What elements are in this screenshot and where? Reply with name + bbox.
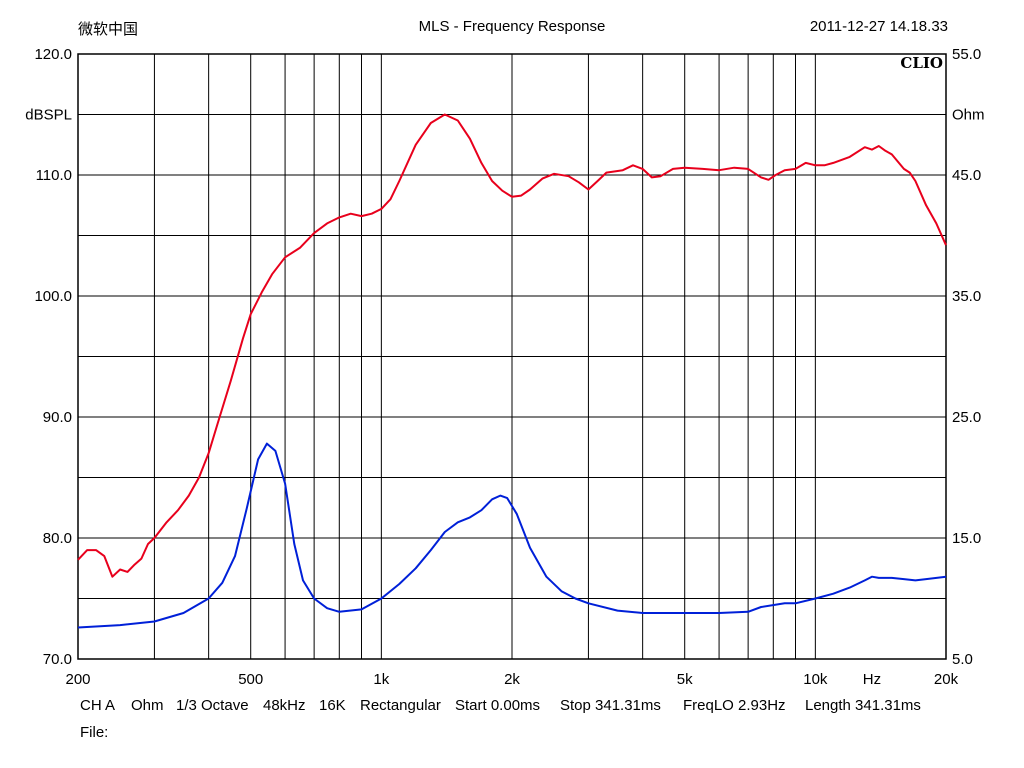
- y-tick-label-left: 110.0: [36, 167, 72, 184]
- x-tick-label: 1k: [373, 671, 389, 688]
- settings-item: 1/3 Octave: [176, 697, 249, 714]
- x-tick-label: 500: [238, 671, 263, 688]
- settings-item: Length 341.31ms: [805, 697, 921, 714]
- x-tick-label: 2k: [504, 671, 520, 688]
- settings-item: Ohm: [131, 697, 164, 714]
- y-tick-label-right: 35.0: [952, 288, 981, 305]
- y-tick-label-right: 25.0: [952, 409, 981, 426]
- settings-item: 48kHz: [263, 697, 306, 714]
- settings-item: Start 0.00ms: [455, 697, 541, 714]
- settings-item: CH A: [80, 697, 116, 714]
- settings-item: 16K: [319, 697, 346, 714]
- x-tick-label: 10k: [803, 671, 828, 688]
- settings-item: Stop 341.31ms: [560, 697, 661, 714]
- spl-curve: [77, 113, 947, 578]
- x-tick-label: 5k: [677, 671, 693, 688]
- y-tick-label-left: 90.0: [43, 409, 72, 426]
- impedance-curve: [77, 442, 947, 629]
- y-tick-label-left: 120.0: [34, 46, 72, 63]
- file-label: File:: [80, 724, 109, 741]
- y-tick-label-right: 15.0: [952, 530, 981, 547]
- y-tick-label-right: 5.0: [952, 651, 973, 668]
- header-datetime: 2011-12-27 14.18.33: [809, 18, 948, 35]
- y-tick-label-left: 70.0: [43, 651, 72, 668]
- settings-item: Rectangular: [360, 697, 441, 714]
- settings-item: FreqLO 2.93Hz: [683, 697, 786, 714]
- y-axis-label-left: dBSPL: [25, 107, 72, 124]
- y-tick-label-right: 45.0: [952, 167, 981, 184]
- chart-title: MLS - Frequency Response: [418, 18, 606, 35]
- x-axis-unit-label: Hz: [863, 671, 881, 688]
- header-left-label: 微软中国: [78, 21, 139, 38]
- x-tick-label: 200: [65, 671, 90, 688]
- clio-logo: CLIO: [900, 54, 943, 72]
- y-tick-label-left: 80.0: [43, 530, 72, 547]
- y-axis-label-right: Ohm: [952, 107, 985, 124]
- plot-border: [77, 53, 947, 660]
- y-tick-label-right: 55.0: [952, 46, 981, 63]
- x-tick-label: 20k: [934, 671, 959, 688]
- y-tick-label-left: 100.0: [34, 288, 72, 305]
